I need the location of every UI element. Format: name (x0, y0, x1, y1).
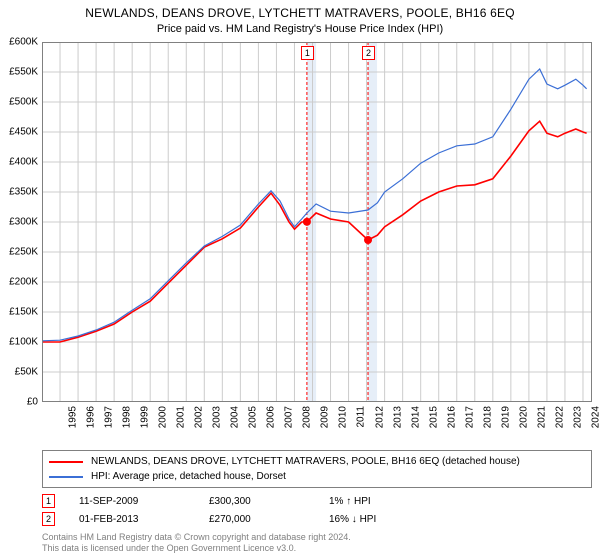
y-tick-label: £50K (0, 367, 38, 378)
chart-subtitle: Price paid vs. HM Land Registry's House … (0, 20, 600, 39)
x-tick-label: 2013 (392, 406, 403, 428)
x-tick-label: 2006 (266, 406, 277, 428)
legend-swatch (49, 461, 83, 463)
y-tick-label: £250K (0, 247, 38, 258)
y-tick-label: £400K (0, 157, 38, 168)
y-tick-label: £600K (0, 37, 38, 48)
legend-row: HPI: Average price, detached house, Dors… (49, 469, 585, 484)
x-tick-label: 1999 (139, 406, 150, 428)
footer-line: Contains HM Land Registry data © Crown c… (42, 532, 592, 543)
legend-swatch (49, 476, 83, 478)
x-tick-label: 2021 (536, 406, 547, 428)
sale-price: £300,300 (209, 496, 329, 507)
plot-area: 12 (42, 42, 592, 402)
y-tick-label: £450K (0, 127, 38, 138)
y-tick-label: £100K (0, 337, 38, 348)
x-tick-label: 2018 (482, 406, 493, 428)
x-tick-label: 2005 (248, 406, 259, 428)
sales-table: 1 11-SEP-2009 £300,300 1% ↑ HPI 2 01-FEB… (42, 492, 592, 528)
chart-svg (42, 42, 592, 402)
x-tick-label: 1996 (85, 406, 96, 428)
x-tick-label: 2011 (355, 406, 366, 428)
y-tick-label: £0 (0, 397, 38, 408)
y-tick-label: £150K (0, 307, 38, 318)
sale-marker-icon: 2 (42, 512, 55, 526)
x-tick-label: 2008 (302, 406, 313, 428)
x-tick-label: 2020 (518, 406, 529, 428)
x-tick-label: 2023 (572, 406, 583, 428)
x-tick-label: 2010 (338, 406, 349, 428)
x-tick-label: 2014 (410, 406, 421, 428)
sale-row: 2 01-FEB-2013 £270,000 16% ↓ HPI (42, 510, 592, 528)
y-tick-label: £350K (0, 187, 38, 198)
chart-container: NEWLANDS, DEANS DROVE, LYTCHETT MATRAVER… (0, 0, 600, 560)
x-tick-label: 1998 (121, 406, 132, 428)
x-tick-label: 2004 (230, 406, 241, 428)
x-tick-label: 2012 (374, 406, 385, 428)
sale-marker-icon: 2 (362, 46, 375, 60)
x-tick-label: 2019 (500, 406, 511, 428)
x-tick-label: 2016 (446, 406, 457, 428)
x-tick-label: 2024 (590, 406, 600, 428)
legend-box: NEWLANDS, DEANS DROVE, LYTCHETT MATRAVER… (42, 450, 592, 488)
sale-marker-icon: 1 (301, 46, 314, 60)
x-axis-labels: 1995 1996 1997 1998 1999 2000 2001 2002 2003 2004… (42, 404, 592, 448)
legend-label: HPI: Average price, detached house, Dors… (91, 471, 286, 482)
x-tick-label: 1995 (67, 406, 78, 428)
y-tick-label: £550K (0, 67, 38, 78)
sale-date: 01-FEB-2013 (79, 514, 209, 525)
chart-title: NEWLANDS, DEANS DROVE, LYTCHETT MATRAVER… (0, 0, 600, 20)
x-tick-label: 2000 (157, 406, 168, 428)
footer-attribution: Contains HM Land Registry data © Crown c… (42, 532, 592, 554)
sale-marker-icon: 1 (42, 494, 55, 508)
x-tick-label: 2017 (464, 406, 475, 428)
y-tick-label: £200K (0, 277, 38, 288)
y-tick-label: £300K (0, 217, 38, 228)
footer-line: This data is licensed under the Open Gov… (42, 543, 592, 554)
x-tick-label: 2015 (428, 406, 439, 428)
sale-date: 11-SEP-2009 (79, 496, 209, 507)
sale-hpi-delta: 1% ↑ HPI (329, 496, 429, 507)
x-tick-label: 2009 (320, 406, 331, 428)
legend-label: NEWLANDS, DEANS DROVE, LYTCHETT MATRAVER… (91, 456, 520, 467)
y-axis-labels: £0£50K£100K£150K£200K£250K£300K£350K£400… (0, 42, 40, 402)
sale-hpi-delta: 16% ↓ HPI (329, 514, 429, 525)
sale-price: £270,000 (209, 514, 329, 525)
x-tick-label: 2022 (554, 406, 565, 428)
x-tick-label: 2007 (284, 406, 295, 428)
x-tick-label: 2002 (193, 406, 204, 428)
x-tick-label: 2003 (212, 406, 223, 428)
x-tick-label: 1997 (103, 406, 114, 428)
sale-row: 1 11-SEP-2009 £300,300 1% ↑ HPI (42, 492, 592, 510)
y-tick-label: £500K (0, 97, 38, 108)
x-tick-label: 2001 (175, 406, 186, 428)
legend-row: NEWLANDS, DEANS DROVE, LYTCHETT MATRAVER… (49, 454, 585, 469)
